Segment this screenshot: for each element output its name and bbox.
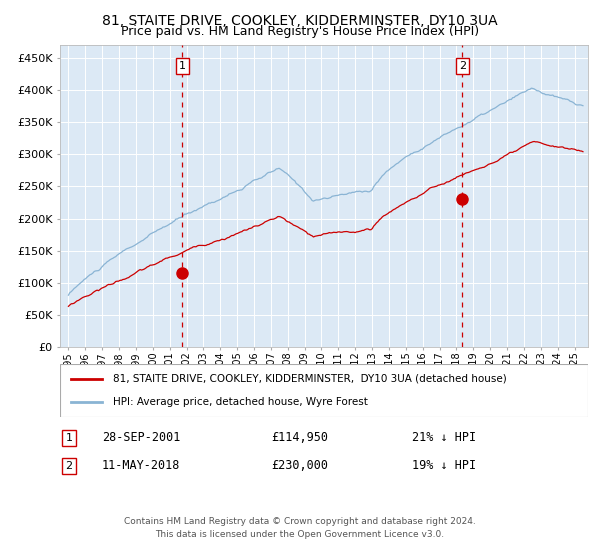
Text: £230,000: £230,000 — [271, 459, 329, 473]
Text: 21% ↓ HPI: 21% ↓ HPI — [412, 431, 476, 445]
Text: This data is licensed under the Open Government Licence v3.0.: This data is licensed under the Open Gov… — [155, 530, 445, 539]
Text: 2: 2 — [459, 61, 466, 71]
Text: 11-MAY-2018: 11-MAY-2018 — [102, 459, 180, 473]
Text: Contains HM Land Registry data © Crown copyright and database right 2024.: Contains HM Land Registry data © Crown c… — [124, 517, 476, 526]
Text: 19% ↓ HPI: 19% ↓ HPI — [412, 459, 476, 473]
Text: 81, STAITE DRIVE, COOKLEY, KIDDERMINSTER, DY10 3UA: 81, STAITE DRIVE, COOKLEY, KIDDERMINSTER… — [102, 14, 498, 28]
Text: 2: 2 — [65, 461, 73, 471]
Text: HPI: Average price, detached house, Wyre Forest: HPI: Average price, detached house, Wyre… — [113, 397, 368, 407]
Text: 1: 1 — [179, 61, 186, 71]
Text: 81, STAITE DRIVE, COOKLEY, KIDDERMINSTER,  DY10 3UA (detached house): 81, STAITE DRIVE, COOKLEY, KIDDERMINSTER… — [113, 374, 506, 384]
Text: 1: 1 — [65, 433, 73, 443]
FancyBboxPatch shape — [60, 364, 588, 417]
Text: Price paid vs. HM Land Registry's House Price Index (HPI): Price paid vs. HM Land Registry's House … — [121, 25, 479, 38]
Text: £114,950: £114,950 — [271, 431, 329, 445]
Text: 28-SEP-2001: 28-SEP-2001 — [102, 431, 180, 445]
